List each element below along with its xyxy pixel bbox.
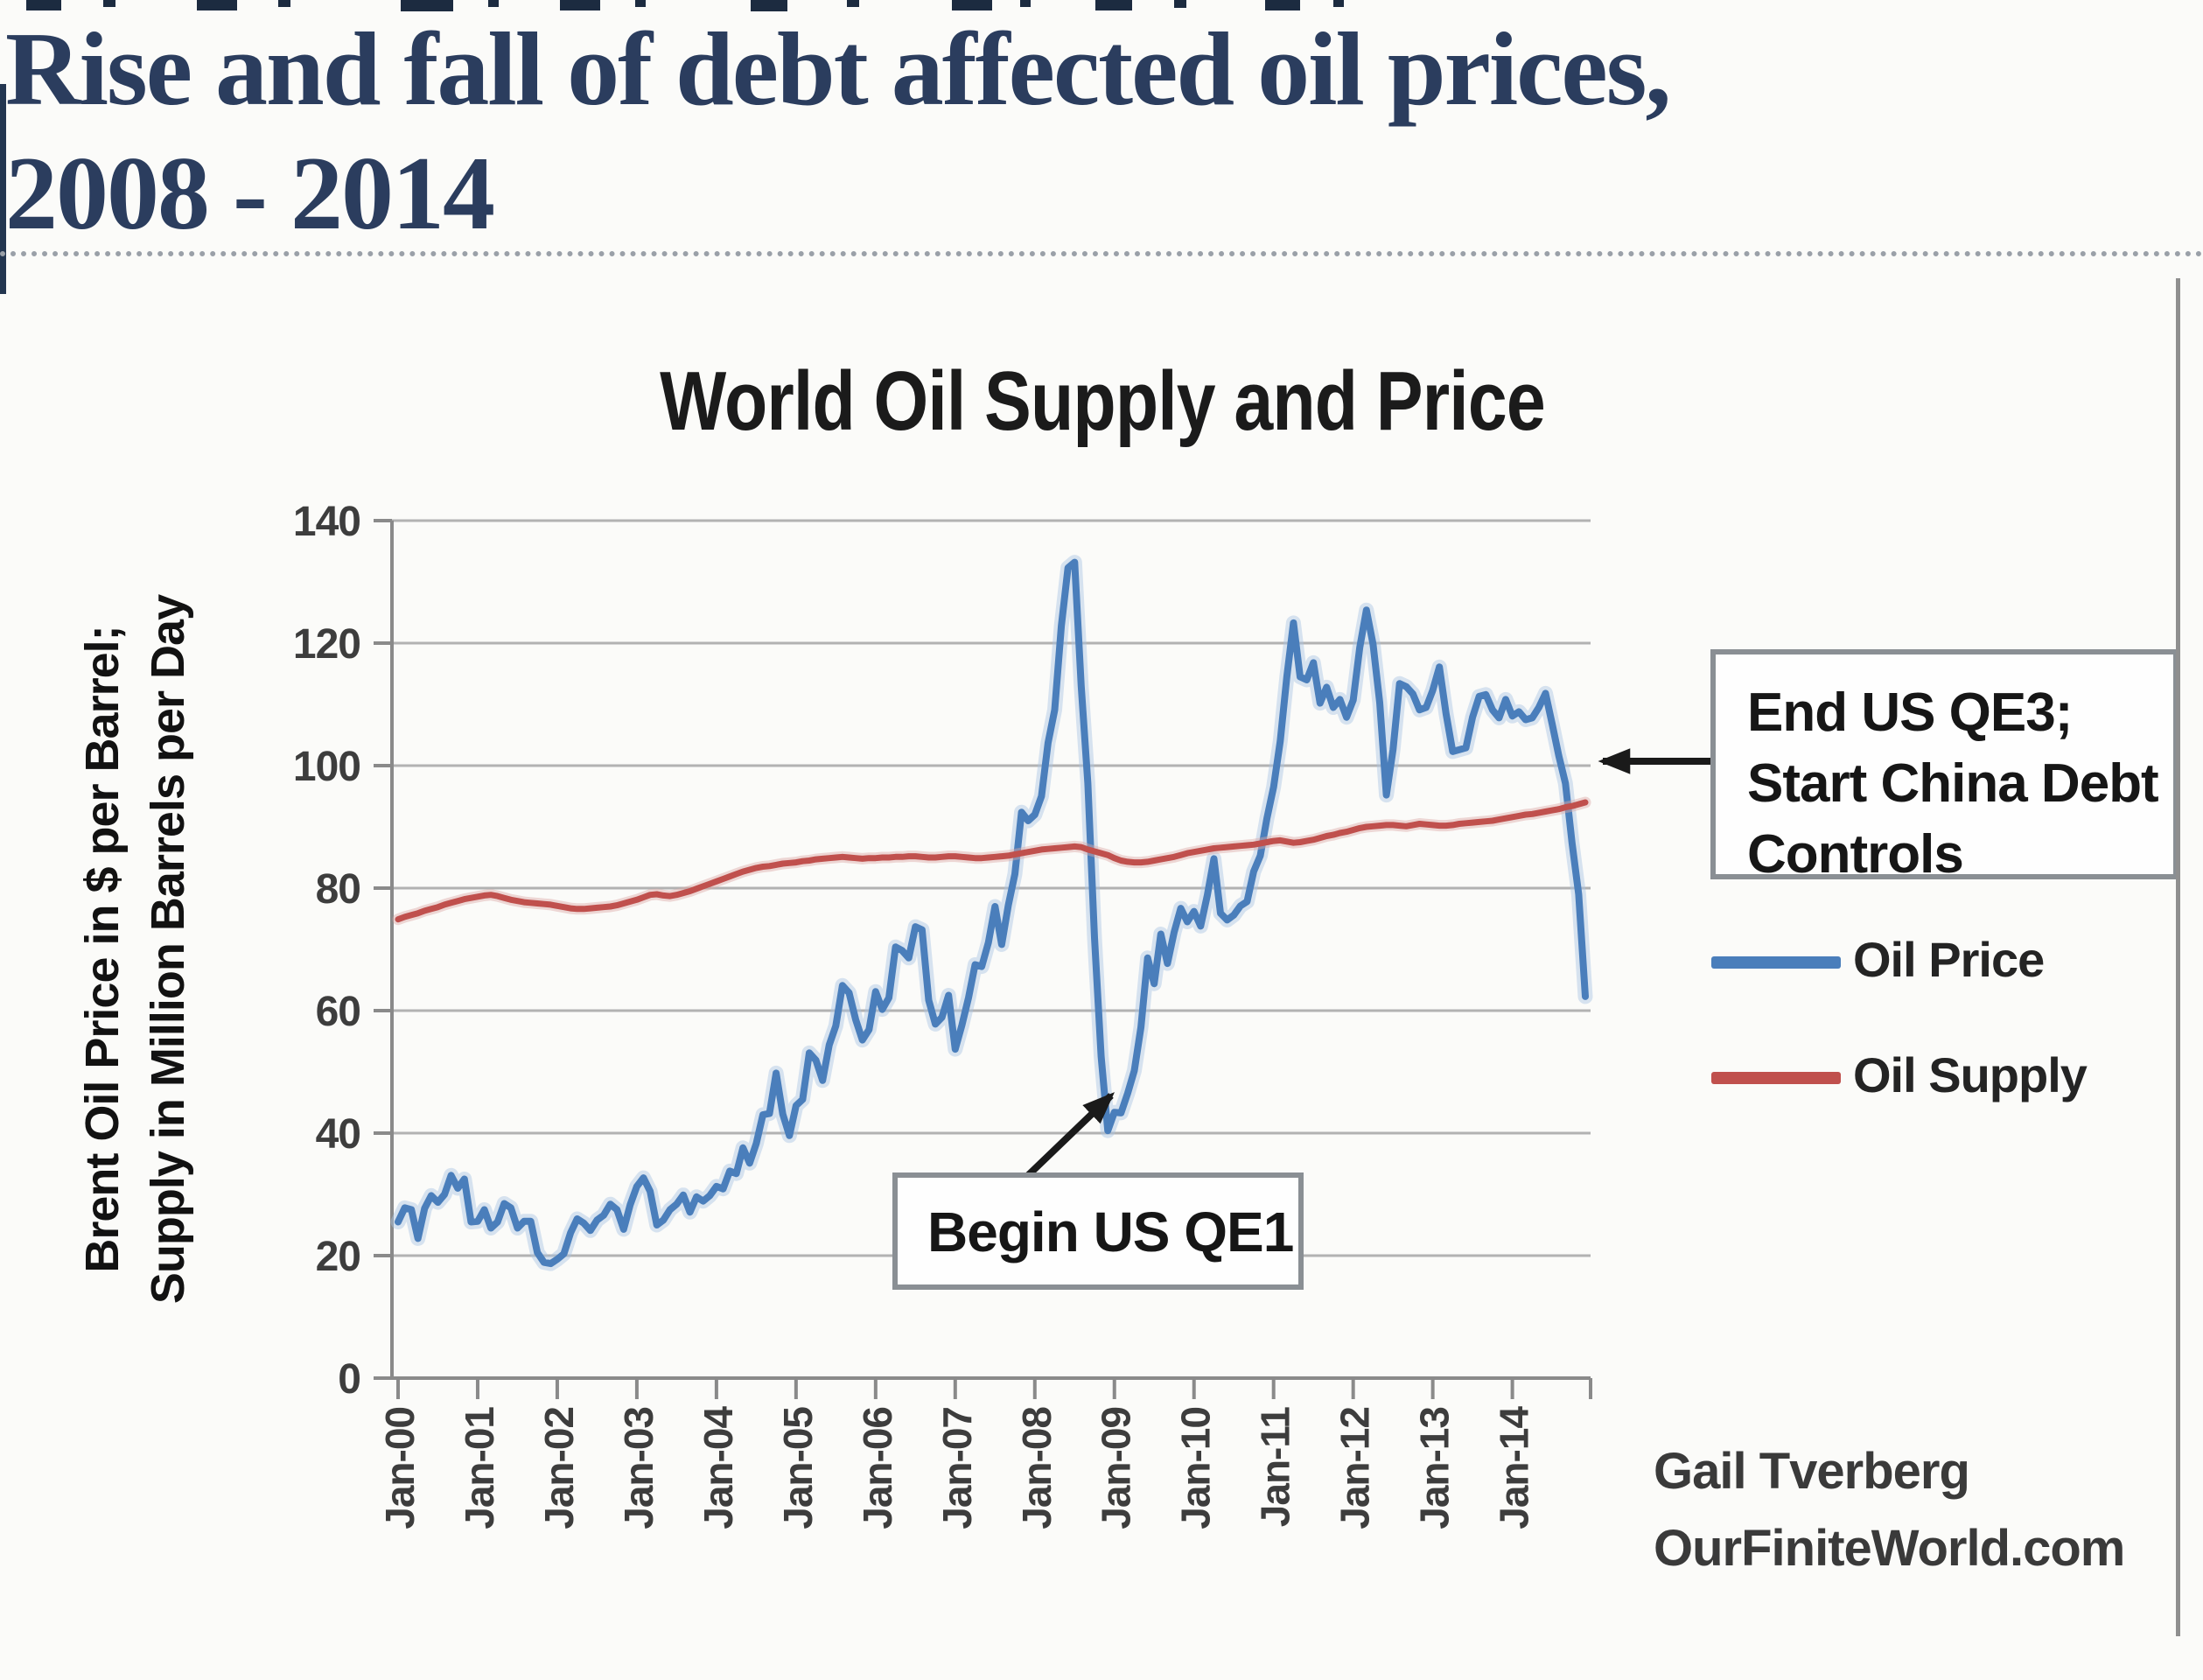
crop-artifact (1095, 0, 1132, 10)
x-tick-label-Jan-12: Jan-12 (1332, 1407, 1378, 1530)
credit-author: Gail Tverberg (1654, 1443, 1970, 1500)
qe3-line3: Controls (1747, 824, 1964, 885)
y-axis-label-line2: Supply in Million Barrels per Day (142, 594, 194, 1304)
legend-label-oil-supply: Oil Supply (1853, 1047, 2088, 1102)
crop-artifact (1174, 0, 1186, 8)
y-tick-label-80: 80 (316, 866, 360, 913)
x-tick-label-Jan-11: Jan-11 (1253, 1407, 1298, 1528)
x-tick-label-Jan-02: Jan-02 (536, 1407, 582, 1530)
crop-artifact (103, 0, 115, 7)
x-tick-label-Jan-00: Jan-00 (377, 1407, 423, 1530)
legend-line-oil-price (1711, 956, 1841, 969)
annotation-box-qe1: Begin US QE1 (892, 1172, 1304, 1290)
x-tick-label-Jan-08: Jan-08 (1014, 1407, 1060, 1530)
x-tick-label-Jan-05: Jan-05 (775, 1407, 821, 1530)
x-tick-label-Jan-04: Jan-04 (696, 1406, 741, 1530)
qe3-line2: Start China Debt (1747, 753, 2159, 814)
crop-artifact-left-edge (0, 84, 6, 294)
crop-artifact (560, 0, 600, 10)
qe1-annotation-arrow (1019, 1092, 1115, 1184)
series-line-oil-price (395, 558, 1589, 1268)
crop-artifact (488, 0, 499, 7)
x-tick-label-Jan-07: Jan-07 (934, 1407, 980, 1530)
slide-title: Rise and fall of debt affected oil price… (5, 7, 2105, 256)
crop-artifact (1333, 0, 1344, 7)
crop-artifact (847, 0, 859, 7)
qe3-line1: End US QE3; (1747, 682, 2073, 743)
y-tick-label-120: 120 (293, 621, 360, 668)
chart-title: World Oil Supply and Price (660, 354, 1546, 448)
legend-line-oil-supply (1711, 1072, 1841, 1084)
series-line-oil-supply (395, 799, 1589, 923)
y-tick-label-20: 20 (316, 1234, 360, 1280)
x-tick-label-Jan-10: Jan-10 (1173, 1407, 1219, 1530)
y-tick-label-0: 0 (338, 1356, 360, 1403)
x-tick-label-Jan-01: Jan-01 (457, 1407, 502, 1530)
y-tick-label-100: 100 (293, 744, 360, 790)
x-tick-label-Jan-14: Jan-14 (1492, 1406, 1537, 1530)
crop-artifact (278, 0, 290, 7)
slide-title-line1: Rise and fall of debt affected oil price… (5, 10, 1671, 127)
slide-title-line2: 2008 - 2014 (5, 135, 495, 251)
crop-artifact (401, 0, 453, 11)
annotation-box-qe3: End US QE3; Start China Debt Controls (1710, 649, 2179, 885)
x-tick-label-Jan-09: Jan-09 (1094, 1407, 1139, 1530)
credit-website: OurFiniteWorld.com (1654, 1520, 2125, 1577)
y-tick-label-60: 60 (316, 989, 360, 1035)
chart-image-right-border (2176, 278, 2180, 1636)
crop-artifact (952, 0, 992, 10)
y-tick-label-40: 40 (316, 1111, 360, 1158)
crop-artifact (1265, 0, 1300, 10)
x-tick-label-Jan-03: Jan-03 (616, 1407, 661, 1530)
crop-artifact (1020, 0, 1031, 7)
crop-artifact (635, 0, 646, 7)
dotted-divider (0, 251, 2203, 256)
y-axis-label-line1: Brent Oil Price in $ per Barrel; (76, 626, 129, 1272)
x-tick-label-Jan-13: Jan-13 (1412, 1407, 1458, 1530)
crop-artifact (751, 0, 787, 11)
crop-artifact (26, 0, 61, 10)
legend-label-oil-price: Oil Price (1853, 932, 2045, 987)
x-tick-label-Jan-06: Jan-06 (855, 1407, 900, 1530)
y-tick-label-140: 140 (293, 499, 360, 545)
crop-artifact (197, 0, 237, 10)
